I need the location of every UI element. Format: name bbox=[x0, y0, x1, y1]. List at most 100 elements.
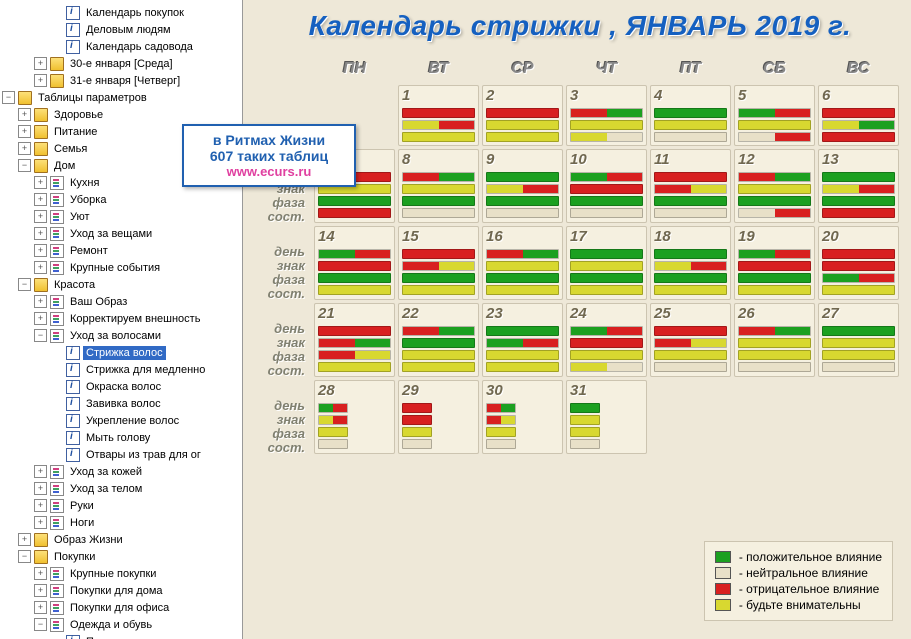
expand-icon[interactable]: + bbox=[34, 516, 47, 529]
day-cell[interactable]: 28 bbox=[314, 380, 395, 454]
tree-label[interactable]: Покупки bbox=[51, 550, 98, 564]
tree-item[interactable]: + Уют bbox=[0, 208, 242, 225]
expand-icon[interactable]: + bbox=[34, 567, 47, 580]
day-cell[interactable]: 30 bbox=[482, 380, 563, 454]
tree-item[interactable]: +31-е января [Четверг] bbox=[0, 72, 242, 89]
tree-item[interactable]: + Крупные события bbox=[0, 259, 242, 276]
day-cell[interactable]: 9 bbox=[482, 149, 563, 223]
tree-item[interactable]: −Одежда и обувь bbox=[0, 616, 242, 633]
tree-item[interactable]: Деловым людям bbox=[0, 21, 242, 38]
tree-label[interactable]: Уход за кожей bbox=[67, 465, 145, 479]
tree-label[interactable]: Дом bbox=[51, 159, 78, 173]
collapse-icon[interactable]: − bbox=[18, 159, 31, 172]
tree-item[interactable]: +30-е января [Среда] bbox=[0, 55, 242, 72]
expand-icon[interactable]: + bbox=[34, 601, 47, 614]
expand-icon[interactable]: + bbox=[34, 261, 47, 274]
tree-label[interactable]: Таблицы параметров bbox=[35, 91, 150, 105]
expand-icon[interactable]: + bbox=[34, 465, 47, 478]
tree-label[interactable]: Уход за телом bbox=[67, 482, 145, 496]
day-cell[interactable]: 13 bbox=[818, 149, 899, 223]
day-cell[interactable]: 25 bbox=[650, 303, 731, 377]
collapse-icon[interactable]: − bbox=[2, 91, 15, 104]
expand-icon[interactable]: + bbox=[34, 74, 47, 87]
day-cell[interactable]: 19 bbox=[734, 226, 815, 300]
tree-label[interactable]: Календарь покупок bbox=[83, 6, 187, 20]
tree-label[interactable]: Образ Жизни bbox=[51, 533, 126, 547]
day-cell[interactable]: 14 bbox=[314, 226, 395, 300]
expand-icon[interactable]: + bbox=[34, 210, 47, 223]
tree-item[interactable]: Стрижка волос bbox=[0, 344, 242, 361]
day-cell[interactable]: 23 bbox=[482, 303, 563, 377]
expand-icon[interactable]: + bbox=[34, 312, 47, 325]
tree-item[interactable]: + Образ Жизни bbox=[0, 531, 242, 548]
day-cell[interactable]: 10 bbox=[566, 149, 647, 223]
tree-label[interactable]: Питание bbox=[51, 125, 100, 139]
day-cell[interactable]: 4 bbox=[650, 85, 731, 146]
tree-label[interactable]: Покупки для офиса bbox=[67, 601, 172, 615]
day-cell[interactable]: 8 bbox=[398, 149, 479, 223]
promo-link[interactable]: www.ecurs.ru bbox=[190, 164, 348, 179]
tree-label[interactable]: Покупки для дома bbox=[67, 584, 166, 598]
day-cell[interactable]: 26 bbox=[734, 303, 815, 377]
tree-item[interactable]: + Покупки для офиса bbox=[0, 599, 242, 616]
day-cell[interactable]: 18 bbox=[650, 226, 731, 300]
collapse-icon[interactable]: − bbox=[18, 278, 31, 291]
tree-item[interactable]: Календарь покупок bbox=[0, 4, 242, 21]
collapse-icon[interactable]: − bbox=[18, 550, 31, 563]
tree-label[interactable]: Крупные покупки bbox=[67, 567, 159, 581]
tree-label[interactable]: 30-е января [Среда] bbox=[67, 57, 176, 71]
day-cell[interactable]: 1 bbox=[398, 85, 479, 146]
tree-label[interactable]: Покупать одежду bbox=[83, 635, 177, 639]
expand-icon[interactable]: + bbox=[34, 499, 47, 512]
day-cell[interactable]: 15 bbox=[398, 226, 479, 300]
tree-item[interactable]: Укрепление волос bbox=[0, 412, 242, 429]
day-cell[interactable]: 11 bbox=[650, 149, 731, 223]
expand-icon[interactable]: + bbox=[34, 295, 47, 308]
tree-label[interactable]: Ваш Образ bbox=[67, 295, 130, 309]
tree-label[interactable]: Ремонт bbox=[67, 244, 111, 258]
day-cell[interactable]: 22 bbox=[398, 303, 479, 377]
tree-item[interactable]: − Покупки bbox=[0, 548, 242, 565]
tree-label[interactable]: Уборка bbox=[67, 193, 109, 207]
expand-icon[interactable]: + bbox=[34, 227, 47, 240]
day-cell[interactable]: 3 bbox=[566, 85, 647, 146]
tree-item[interactable]: +Здоровье bbox=[0, 106, 242, 123]
day-cell[interactable]: 29 bbox=[398, 380, 479, 454]
tree-item[interactable]: + Уход за кожей bbox=[0, 463, 242, 480]
expand-icon[interactable]: + bbox=[34, 244, 47, 257]
tree-item[interactable]: Покупать одежду bbox=[0, 633, 242, 639]
tree-item[interactable]: +Руки bbox=[0, 497, 242, 514]
tree-label[interactable]: 31-е января [Четверг] bbox=[67, 74, 183, 88]
tree-label[interactable]: Уход за волосами bbox=[67, 329, 164, 343]
tree-item[interactable]: − Красота bbox=[0, 276, 242, 293]
tree-label[interactable]: Окраска волос bbox=[83, 380, 164, 394]
tree-item[interactable]: Мыть голову bbox=[0, 429, 242, 446]
expand-icon[interactable]: + bbox=[18, 125, 31, 138]
tree-label[interactable]: Семья bbox=[51, 142, 90, 156]
expand-icon[interactable]: + bbox=[18, 108, 31, 121]
expand-icon[interactable]: + bbox=[18, 142, 31, 155]
tree-item[interactable]: Окраска волос bbox=[0, 378, 242, 395]
tree-label[interactable]: Крупные события bbox=[67, 261, 163, 275]
day-cell[interactable]: 27 bbox=[818, 303, 899, 377]
expand-icon[interactable]: + bbox=[18, 533, 31, 546]
expand-icon[interactable]: + bbox=[34, 57, 47, 70]
tree-item[interactable]: Отвары из трав для ог bbox=[0, 446, 242, 463]
day-cell[interactable]: 24 bbox=[566, 303, 647, 377]
tree-label[interactable]: Красота bbox=[51, 278, 98, 292]
tree-label[interactable]: Деловым людям bbox=[83, 23, 174, 37]
tree-label[interactable]: Ноги bbox=[67, 516, 97, 530]
tree-label[interactable]: Кухня bbox=[67, 176, 102, 190]
day-cell[interactable]: 17 bbox=[566, 226, 647, 300]
tree-item[interactable]: Календарь садовода bbox=[0, 38, 242, 55]
tree-label[interactable]: Уют bbox=[67, 210, 93, 224]
tree-item[interactable]: + Крупные покупки bbox=[0, 565, 242, 582]
day-cell[interactable]: 20 bbox=[818, 226, 899, 300]
tree-item[interactable]: +Корректируем внешность bbox=[0, 310, 242, 327]
tree-item[interactable]: Завивка волос bbox=[0, 395, 242, 412]
day-cell[interactable]: 6 bbox=[818, 85, 899, 146]
day-cell[interactable]: 5 bbox=[734, 85, 815, 146]
tree-item[interactable]: +Покупки для дома bbox=[0, 582, 242, 599]
tree-item[interactable]: + Ноги bbox=[0, 514, 242, 531]
tree-label[interactable]: Завивка волос bbox=[83, 397, 164, 411]
